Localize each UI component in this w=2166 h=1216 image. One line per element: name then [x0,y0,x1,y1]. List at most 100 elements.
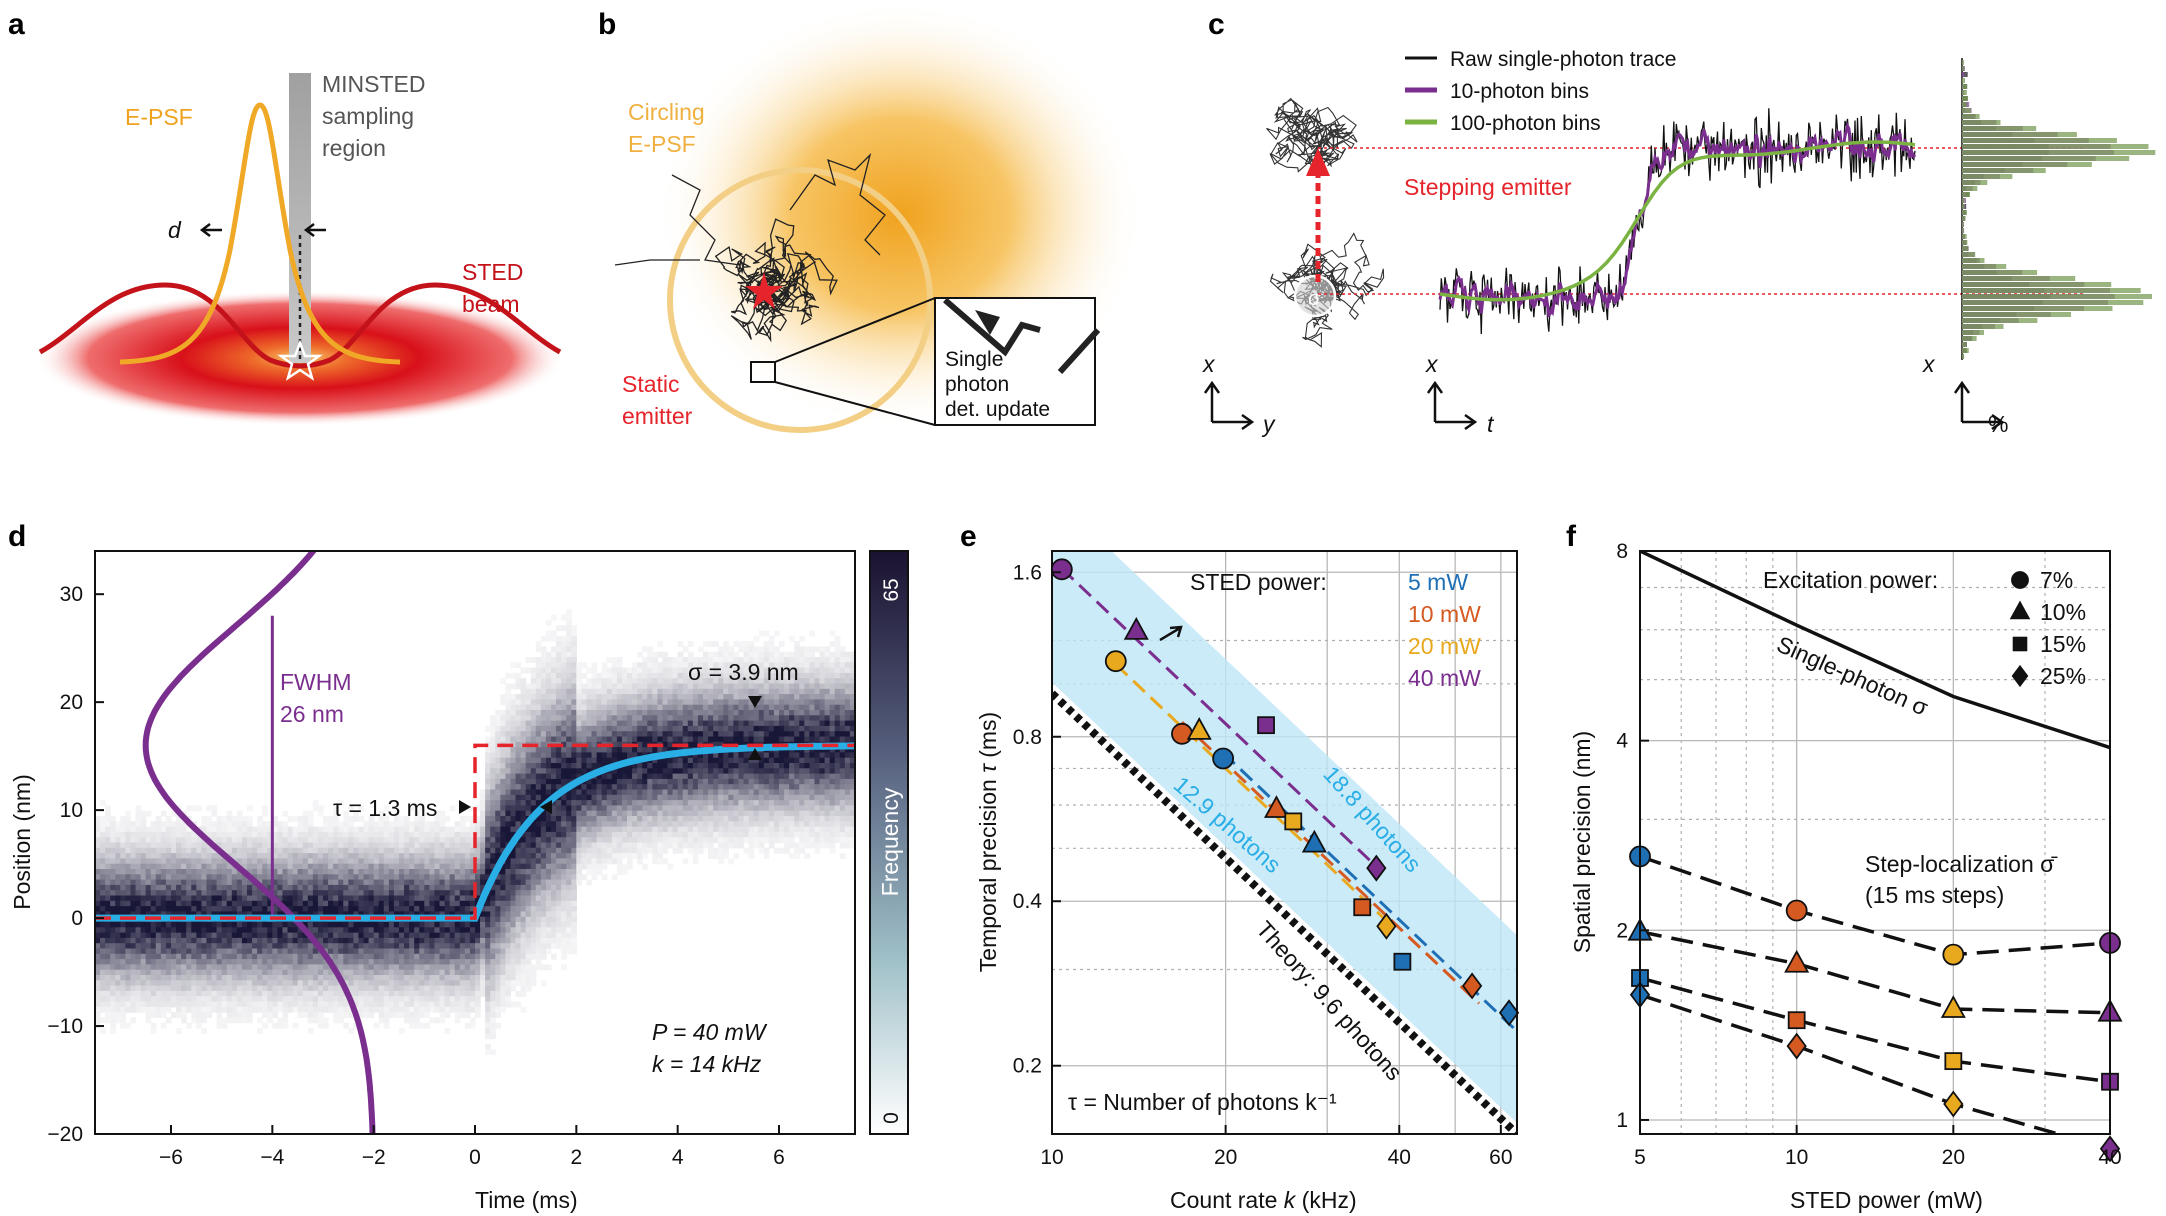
heatmap-cell [434,826,441,833]
heatmap-cell [561,853,567,859]
heatmap-cell [262,953,268,960]
heatmap-cell [363,948,370,955]
heatmap-cell [201,906,208,912]
heatmap-cell [520,789,527,796]
heatmap-cell [145,922,152,928]
heatmap-cell [171,810,177,817]
heatmap-cell [252,932,258,939]
heatmap-cell [652,763,658,769]
heatmap-cell [110,922,116,928]
heatmap-cell [282,922,289,928]
heatmap-cell [485,794,491,801]
histogram-bar [1962,120,2001,125]
heatmap-cell [282,953,289,960]
heatmap-cell [449,932,456,939]
heatmap-cell [100,980,106,987]
heatmap-cell [556,699,562,706]
heatmap-cell [196,969,202,976]
heatmap-cell [586,794,593,801]
heatmap-cell [277,879,284,886]
heatmap-cell [257,863,263,870]
heatmap-cell [155,858,162,865]
heatmap-cell [520,911,527,918]
heatmap-cell [120,821,126,828]
heatmap-cell [338,842,344,849]
heatmap-cell [181,831,187,838]
heatmap-cell [510,879,517,886]
heatmap-cell [449,826,456,833]
heatmap-cell [424,895,430,902]
heatmap-cell [404,996,410,1003]
heatmap-cell [201,1017,208,1024]
heatmap-cell [135,879,142,886]
heatmap-cell [540,789,547,796]
heatmap-cell [556,757,562,764]
histogram-bar [1962,324,2004,329]
heatmap-cell [606,837,613,844]
zoom-box-small [750,361,776,383]
heatmap-cell [373,895,380,902]
heatmap-cell [145,927,152,934]
heatmap-cell [120,932,126,939]
heatmap-cell [140,895,147,902]
heatmap-cell [388,890,395,897]
heatmap-cell [601,842,608,849]
heatmap-cell [561,826,567,833]
heatmap-cell [409,853,415,859]
heatmap-cell [475,853,481,859]
heatmap-cell [338,953,344,960]
heatmap-cell [566,720,572,727]
heatmap-cell [176,847,182,854]
heatmap-cell [535,911,542,918]
heatmap-cell [241,826,248,833]
heatmap-cell [525,884,532,891]
heatmap-cell [105,831,111,838]
heatmap-cell [540,720,547,727]
heatmap-cell [307,863,314,870]
heatmap-cell [652,699,658,706]
heatmap-cell [150,874,157,881]
heatmap-cell [312,927,319,934]
heatmap-cell [120,847,126,854]
heatmap-cell [393,900,400,907]
heatmap-cell [581,810,588,817]
heatmap-cell [561,805,567,812]
heatmap-cell [211,858,218,865]
heatmap-cell [150,831,157,838]
heatmap-cell [176,1012,182,1018]
heatmap-cell [606,773,613,780]
heatmap-cell [490,784,496,791]
heatmap-cell [469,948,476,955]
heatmap-cell [561,964,567,971]
legend-100-photon: 100-photon bins [1450,112,1601,135]
heatmap-cell [252,831,258,838]
heatmap-cell [135,953,142,960]
heatmap-cell [211,900,218,907]
heatmap-cell [586,869,593,875]
heatmap-cell [566,694,572,700]
heatmap-cell [399,874,405,881]
heatmap-cell [307,975,314,981]
heatmap-cell [181,884,187,891]
heatmap-cell [292,842,299,849]
heatmap-cell [525,863,532,870]
heatmap-cell [515,763,522,769]
heatmap-cell [591,720,598,727]
heatmap-cell [601,725,608,732]
histogram-bar [1962,228,1964,233]
heatmap-cell [100,821,106,828]
heatmap-cell [551,667,557,674]
heatmap-cell [130,826,137,833]
heatmap-cell [485,948,491,955]
heatmap-cell [591,667,598,674]
heatmap-cell [317,959,324,965]
heatmap-cell [454,847,461,854]
heatmap-cell [581,704,588,711]
heatmap-cell [140,900,147,907]
heatmap-cell [525,757,532,764]
heatmap-cell [404,831,410,838]
heatmap-cell [110,937,116,944]
heatmap-cell [312,975,319,981]
heatmap-cell [485,964,491,971]
heatmap-cell [348,943,354,950]
